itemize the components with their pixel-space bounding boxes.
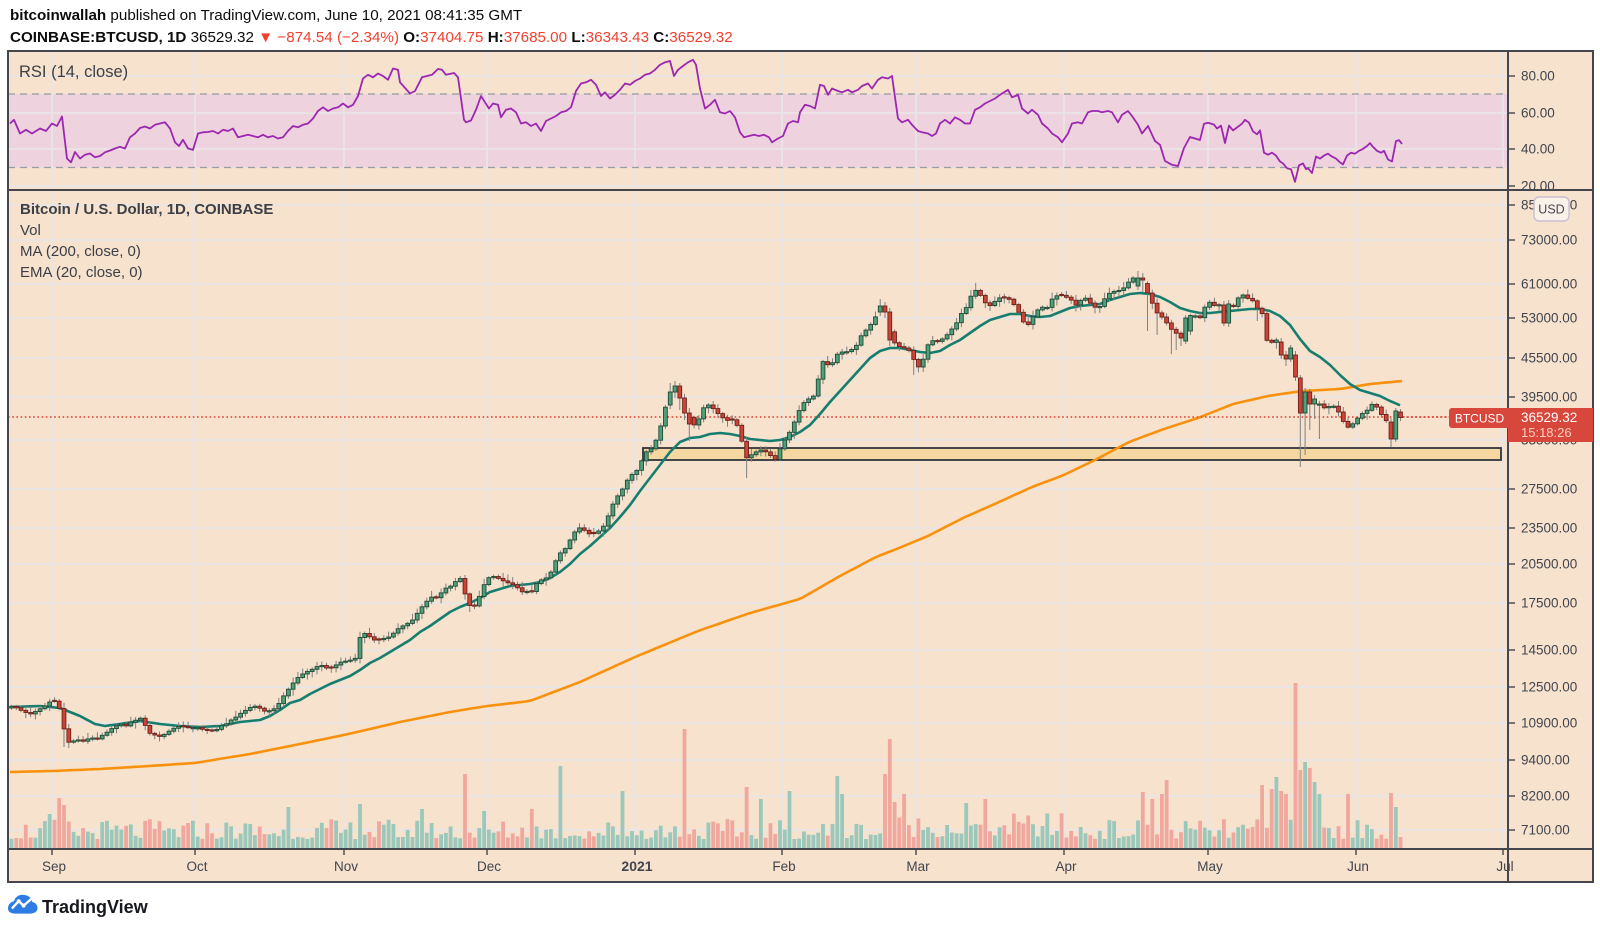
svg-text:17500.00: 17500.00 — [1521, 596, 1577, 611]
svg-text:20500.00: 20500.00 — [1521, 557, 1577, 572]
svg-text:TradingView: TradingView — [42, 897, 149, 917]
svg-text:45500.00: 45500.00 — [1521, 351, 1577, 366]
svg-text:EMA (20, close, 0): EMA (20, close, 0) — [20, 264, 143, 281]
svg-text:14500.00: 14500.00 — [1521, 643, 1577, 658]
svg-text:39500.00: 39500.00 — [1521, 390, 1577, 405]
svg-text:COINBASE:BTCUSD, 1D 36529.32: COINBASE:BTCUSD, 1D 36529.32 ▼ −874.54 (… — [10, 29, 733, 46]
svg-text:8200.00: 8200.00 — [1521, 789, 1570, 804]
svg-text:61000.00: 61000.00 — [1521, 277, 1577, 292]
svg-text:Feb: Feb — [772, 859, 795, 874]
svg-text:40.00: 40.00 — [1521, 142, 1555, 157]
svg-text:80.00: 80.00 — [1521, 69, 1555, 84]
svg-text:53000.00: 53000.00 — [1521, 311, 1577, 326]
svg-text:Dec: Dec — [477, 859, 501, 874]
svg-text:12500.00: 12500.00 — [1521, 680, 1577, 695]
svg-text:May: May — [1197, 859, 1223, 874]
svg-text:RSI (14, close): RSI (14, close) — [19, 63, 128, 81]
svg-text:Bitcoin / U.S. Dollar, 1D, COI: Bitcoin / U.S. Dollar, 1D, COINBASE — [20, 201, 273, 218]
svg-text:10900.00: 10900.00 — [1521, 716, 1577, 731]
svg-text:9400.00: 9400.00 — [1521, 753, 1570, 768]
svg-text:2021: 2021 — [621, 858, 652, 874]
svg-text:Jul: Jul — [1496, 859, 1513, 874]
svg-text:Vol: Vol — [20, 222, 41, 239]
svg-text:bitcoinwallah published on Tra: bitcoinwallah published on TradingView.c… — [10, 7, 522, 24]
svg-text:USD: USD — [1538, 203, 1564, 217]
svg-text:20.00: 20.00 — [1521, 179, 1555, 194]
svg-text:7100.00: 7100.00 — [1521, 823, 1570, 838]
svg-text:23500.00: 23500.00 — [1521, 521, 1577, 536]
svg-text:MA (200, close, 0): MA (200, close, 0) — [20, 243, 141, 260]
svg-text:BTCUSD: BTCUSD — [1455, 412, 1505, 426]
svg-text:15:18:26: 15:18:26 — [1521, 425, 1572, 440]
svg-text:Mar: Mar — [906, 859, 930, 874]
svg-text:36529.32: 36529.32 — [1521, 410, 1577, 425]
svg-text:Nov: Nov — [334, 859, 358, 874]
svg-text:Apr: Apr — [1055, 859, 1077, 874]
svg-text:Oct: Oct — [186, 859, 207, 874]
svg-text:73000.00: 73000.00 — [1521, 233, 1577, 248]
svg-text:27500.00: 27500.00 — [1521, 482, 1577, 497]
svg-text:Sep: Sep — [42, 859, 66, 874]
svg-text:Jun: Jun — [1347, 859, 1369, 874]
svg-text:60.00: 60.00 — [1521, 106, 1555, 121]
